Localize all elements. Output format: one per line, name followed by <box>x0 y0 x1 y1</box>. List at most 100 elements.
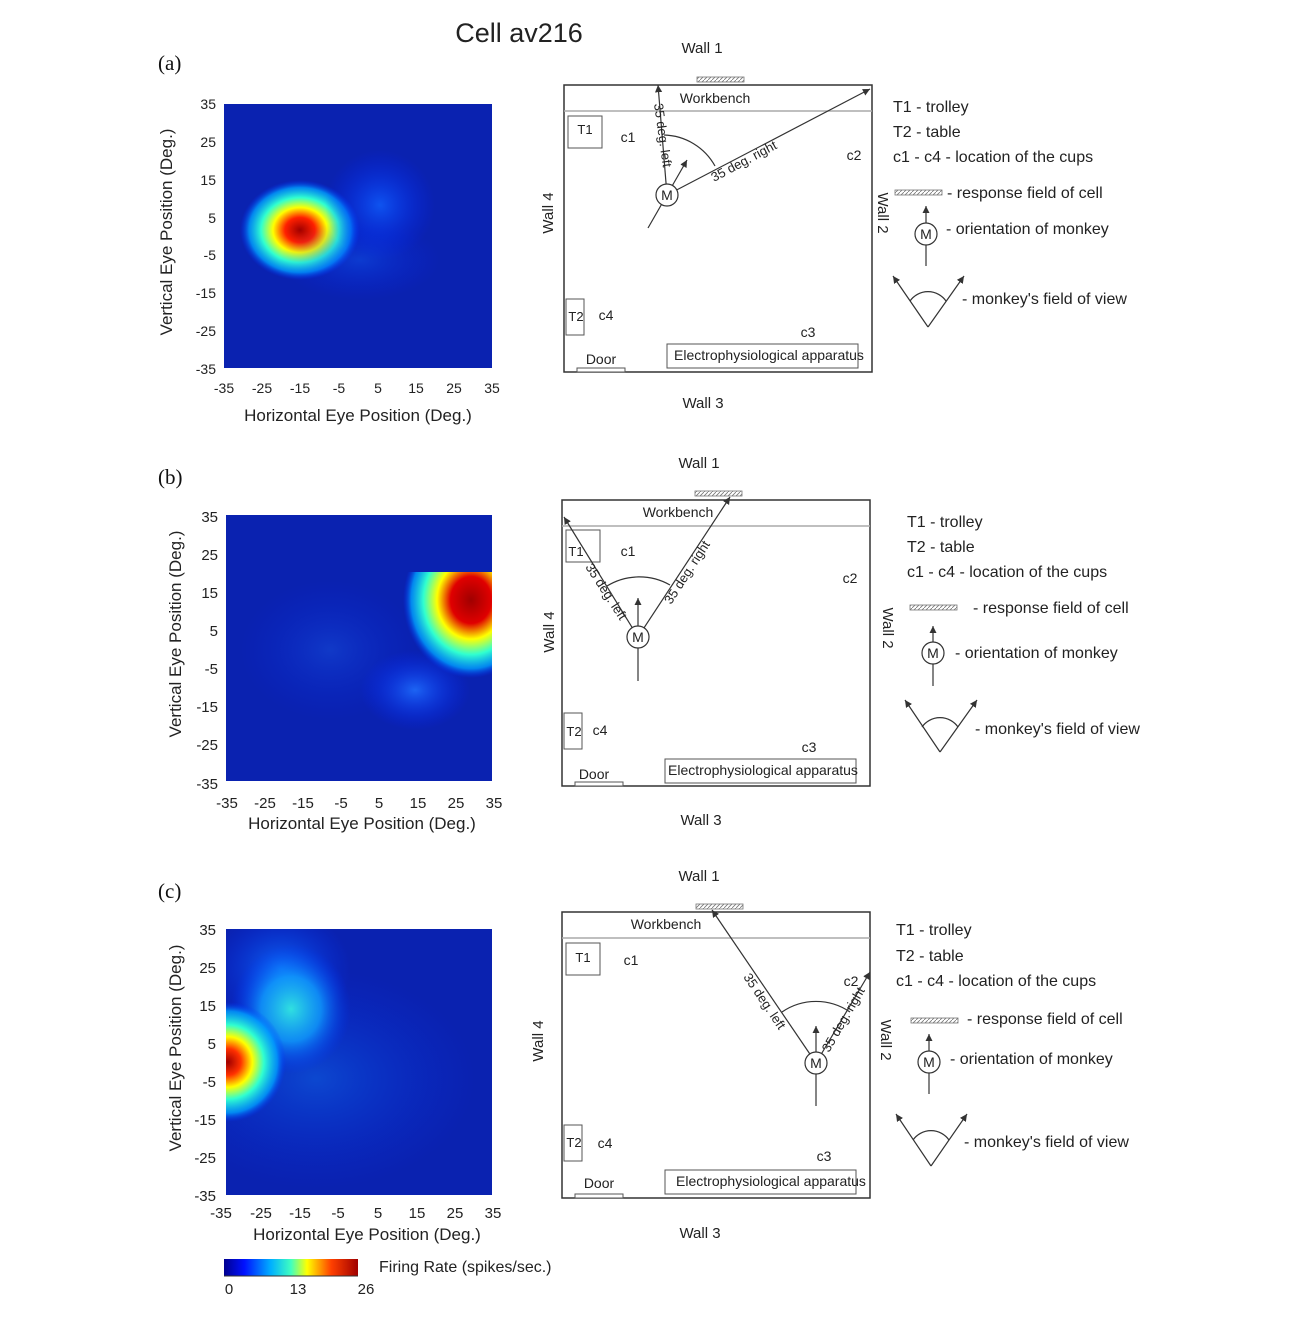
x-tick: -25 <box>254 795 276 812</box>
t2-label: T2 <box>566 1135 581 1150</box>
table-box <box>565 298 585 336</box>
legend-monkey-icon <box>917 1050 941 1074</box>
y-tick: -15 <box>196 285 216 301</box>
x-tick: -35 <box>214 380 234 396</box>
angle-left-label: 35 deg. left <box>582 560 630 622</box>
panel-b: (b) 35 25 15 5 -5 -15 -25 -35 -35 -25 <box>158 455 1140 833</box>
x-tick: -35 <box>210 1205 232 1222</box>
door-marker <box>574 781 624 787</box>
x-axis-ticks: -35 -25 -15 -5 5 15 25 35 <box>216 795 502 812</box>
x-tick: -5 <box>331 1205 344 1222</box>
legend-fov-arc <box>912 1130 950 1141</box>
y-tick: -25 <box>196 323 216 339</box>
x-tick: 35 <box>485 1205 502 1222</box>
colorbar: 0 13 26 Firing Rate (spikes/sec.) <box>224 1259 552 1298</box>
room-diagram: Wall 1 Wall 3 Wall 4 Wall 2 Workbench T1… <box>530 868 894 1242</box>
trolley-box <box>565 942 601 976</box>
x-tick: -25 <box>252 380 272 396</box>
legend: T1 - trolley T2 - table c1 - c4 - locati… <box>904 514 1140 753</box>
response-field-marker <box>694 490 743 497</box>
monkey-icon <box>626 625 650 649</box>
monkey-icon <box>655 183 679 207</box>
panel-a: (a) 35 25 15 5 -5 -15 -25 -35 -35 -25 -1… <box>157 40 1127 425</box>
fov-left-ray <box>563 516 639 638</box>
wall-1-label: Wall 1 <box>678 868 719 885</box>
legend-response-swatch <box>909 604 958 611</box>
monkey-label: M <box>632 629 644 645</box>
y-axis-label: Vertical Eye Position (Deg.) <box>157 129 176 336</box>
legend-orientation: - orientation of monkey <box>955 645 1118 662</box>
wall-2-label: Wall 2 <box>874 192 891 233</box>
x-tick: 25 <box>448 795 465 812</box>
legend-fov-arc <box>921 717 959 728</box>
door-label: Door <box>579 766 610 782</box>
y-tick: 25 <box>201 547 218 564</box>
c3-label: c3 <box>801 324 816 340</box>
y-tick: -35 <box>196 361 216 377</box>
colorbar-gradient <box>224 1259 358 1276</box>
x-tick: -5 <box>333 380 346 396</box>
legend: T1 - trolley T2 - table c1 - c4 - locati… <box>895 922 1129 1167</box>
y-tick: 35 <box>200 96 216 112</box>
legend-orientation: - orientation of monkey <box>950 1051 1113 1068</box>
hotspot-clip <box>226 515 492 678</box>
y-tick: 35 <box>201 509 218 526</box>
legend-t2: T2 - table <box>893 124 961 141</box>
wall-4-label: Wall 4 <box>530 1020 547 1061</box>
door-label: Door <box>586 351 617 367</box>
y-axis-ticks: 35 25 15 5 -5 -15 -25 -35 <box>196 96 216 377</box>
x-tick: -5 <box>334 795 347 812</box>
c1-label: c1 <box>621 543 636 559</box>
legend-t2: T2 - table <box>896 948 964 965</box>
x-tick: -15 <box>289 1205 311 1222</box>
y-tick: 5 <box>208 1036 216 1053</box>
figure-title: Cell av216 <box>455 18 583 48</box>
y-tick: 15 <box>201 585 218 602</box>
y-tick: -5 <box>203 1074 216 1091</box>
legend-t1: T1 - trolley <box>907 514 983 531</box>
x-tick: -35 <box>216 795 238 812</box>
y-axis-ticks: 35 25 15 5 -5 -15 -25 -35 <box>196 509 218 793</box>
wall-2-label: Wall 2 <box>877 1019 894 1060</box>
fov-left-ray <box>654 84 668 196</box>
apparatus-box <box>666 343 859 369</box>
x-axis-ticks: -35 -25 -15 -5 5 15 25 35 <box>210 1205 501 1222</box>
legend-monkey-label: M <box>923 1054 935 1070</box>
legend-cups: c1 - c4 - location of the cups <box>893 149 1093 166</box>
fov-right-ray <box>815 971 871 1064</box>
y-tick: 25 <box>199 960 216 977</box>
wall-1-label: Wall 1 <box>678 455 719 472</box>
panel-label: (c) <box>158 879 181 903</box>
c4-label: c4 <box>599 307 614 323</box>
t1-label: T1 <box>575 950 590 965</box>
heatmap: 35 25 15 5 -5 -15 -25 -35 -35 -25 -15 -5… <box>166 509 502 833</box>
x-tick: 35 <box>486 795 503 812</box>
response-field-marker <box>696 76 745 83</box>
legend-cups: c1 - c4 - location of the cups <box>896 973 1096 990</box>
door-marker <box>576 367 626 373</box>
x-tick: -15 <box>292 795 314 812</box>
y-tick: 15 <box>200 172 216 188</box>
apparatus-label: Electrophysiological apparatus <box>674 347 864 363</box>
legend-t2: T2 - table <box>907 539 975 556</box>
panel-c: (c) 35 25 15 5 -5 -15 -25 -35 -35 -2 <box>158 868 1129 1244</box>
legend-fov-arc <box>909 291 947 302</box>
y-tick: -35 <box>194 1188 216 1205</box>
wall-3-label: Wall 3 <box>682 395 723 412</box>
x-tick: 25 <box>446 380 462 396</box>
legend-monkey-label: M <box>920 226 932 242</box>
y-axis-label: Vertical Eye Position (Deg.) <box>166 945 185 1152</box>
angle-right-label: 35 deg. right <box>708 137 779 184</box>
room-outline <box>563 84 873 373</box>
legend-fov-right <box>927 275 965 328</box>
panel-label: (b) <box>158 465 183 489</box>
legend-fov: - monkey's field of view <box>962 291 1127 308</box>
wall-2-label: Wall 2 <box>879 607 896 648</box>
t1-label: T1 <box>568 544 583 559</box>
y-tick: -15 <box>194 1112 216 1129</box>
y-tick: -35 <box>196 776 218 793</box>
x-tick: -15 <box>290 380 310 396</box>
y-tick: -25 <box>196 737 218 754</box>
room-diagram: Wall 1 Wall 3 Wall 4 Wall 2 Workbench T1… <box>540 40 891 412</box>
